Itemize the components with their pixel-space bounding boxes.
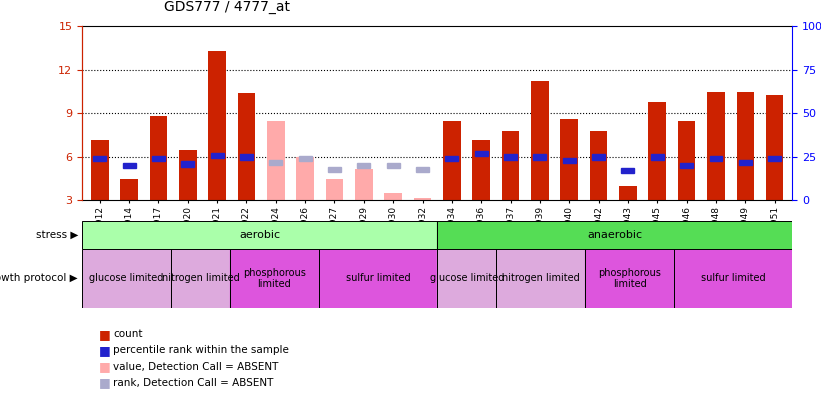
Bar (438, 249, 497, 308)
Bar (589, 131, 608, 200)
Bar (237, 93, 255, 200)
Bar (152, 156, 165, 161)
Bar (387, 163, 400, 168)
Bar (621, 168, 635, 173)
Bar (678, 121, 695, 200)
Bar (326, 179, 343, 200)
Bar (438, 221, 792, 249)
Bar (82, 249, 171, 308)
Bar (438, 249, 497, 308)
Bar (504, 154, 517, 160)
Bar (171, 249, 230, 308)
Bar (120, 179, 138, 200)
Bar (181, 161, 195, 166)
Bar (707, 92, 725, 200)
Text: percentile rank within the sample: percentile rank within the sample (113, 345, 289, 355)
Bar (475, 151, 488, 156)
Bar (472, 139, 490, 200)
Bar (179, 150, 196, 200)
Bar (674, 249, 792, 308)
Bar (416, 166, 429, 172)
Text: value, Detection Call = ABSENT: value, Detection Call = ABSENT (113, 362, 278, 371)
Text: phosphorous
limited: phosphorous limited (243, 268, 306, 289)
Bar (446, 156, 458, 161)
Text: anaerobic: anaerobic (587, 230, 642, 240)
Bar (91, 139, 108, 200)
Bar (680, 163, 693, 168)
Bar (562, 158, 576, 163)
Text: ■: ■ (99, 376, 110, 389)
Bar (619, 186, 637, 200)
Text: GDS777 / 4777_at: GDS777 / 4777_at (164, 0, 290, 14)
Text: nitrogen limited: nitrogen limited (162, 273, 240, 283)
Bar (230, 249, 319, 308)
Bar (414, 198, 431, 200)
Bar (240, 154, 253, 160)
Bar (82, 221, 438, 249)
Bar (438, 221, 792, 249)
Bar (443, 121, 461, 200)
Bar (649, 102, 666, 200)
Bar (149, 116, 167, 200)
Text: stress ▶: stress ▶ (35, 230, 78, 240)
Bar (502, 131, 520, 200)
Text: nitrogen limited: nitrogen limited (502, 273, 580, 283)
Text: ■: ■ (99, 328, 110, 341)
Bar (497, 249, 585, 308)
Bar (585, 249, 674, 308)
Text: aerobic: aerobic (239, 230, 280, 240)
Text: count: count (113, 329, 143, 339)
Bar (739, 160, 752, 165)
Bar (171, 249, 230, 308)
Text: ■: ■ (99, 360, 110, 373)
Text: rank, Detection Call = ABSENT: rank, Detection Call = ABSENT (113, 378, 273, 388)
Bar (768, 156, 781, 161)
Bar (299, 156, 312, 161)
Bar (82, 221, 438, 249)
Bar (122, 163, 135, 168)
Bar (651, 154, 663, 160)
Bar (497, 249, 585, 308)
Bar (328, 166, 341, 172)
Bar (211, 153, 223, 158)
Text: growth protocol ▶: growth protocol ▶ (0, 273, 78, 283)
Bar (561, 119, 578, 200)
Bar (534, 154, 546, 160)
Text: glucose limited: glucose limited (89, 273, 163, 283)
Text: sulfur limited: sulfur limited (701, 273, 765, 283)
Bar (209, 51, 226, 200)
Bar (296, 157, 314, 200)
Bar (355, 168, 373, 200)
Text: sulfur limited: sulfur limited (346, 273, 410, 283)
Bar (736, 92, 754, 200)
Bar (592, 154, 605, 160)
Text: glucose limited: glucose limited (429, 273, 504, 283)
Bar (674, 249, 792, 308)
Bar (230, 249, 319, 308)
Bar (585, 249, 674, 308)
Bar (319, 249, 438, 308)
Text: ■: ■ (99, 344, 110, 357)
Bar (531, 81, 548, 200)
Bar (766, 94, 783, 200)
Text: phosphorous
limited: phosphorous limited (598, 268, 661, 289)
Bar (709, 156, 722, 161)
Bar (82, 249, 171, 308)
Bar (267, 121, 285, 200)
Bar (319, 249, 438, 308)
Bar (94, 156, 106, 161)
Bar (357, 163, 370, 168)
Bar (269, 160, 282, 165)
Bar (384, 193, 402, 200)
